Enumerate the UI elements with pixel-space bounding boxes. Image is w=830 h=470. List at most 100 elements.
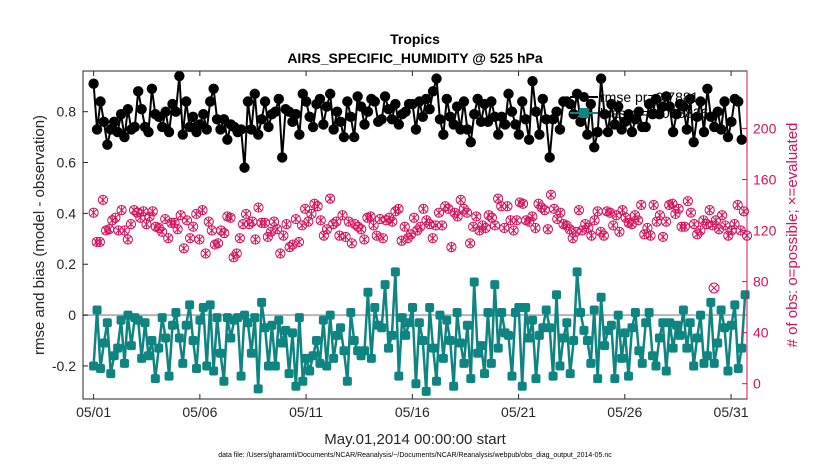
bias-point <box>284 369 294 379</box>
bias-point <box>425 302 435 312</box>
obs-evaluated-point <box>463 208 471 218</box>
rmse-point <box>486 96 497 107</box>
obs-evaluated-point <box>593 206 602 216</box>
rmse-point <box>170 106 182 117</box>
bias-point <box>699 358 709 368</box>
obs-possible-point <box>676 221 687 232</box>
obs-possible-point <box>477 220 488 231</box>
obs-possible-point <box>315 215 326 226</box>
rmse-point <box>95 96 106 107</box>
obs-possible-point <box>191 208 202 220</box>
obs-possible-point <box>188 221 199 232</box>
obs-evaluated-point <box>117 205 126 215</box>
obs-possible-point <box>122 234 133 245</box>
obs-evaluated-point <box>189 222 198 232</box>
bias-point <box>610 374 620 384</box>
obs-possible-point <box>346 238 357 249</box>
obs-evaluated-point <box>699 215 708 225</box>
obs-possible-point <box>446 242 457 253</box>
obs-evaluated-point <box>263 232 272 242</box>
bias-point <box>202 361 212 371</box>
bias-point <box>486 358 496 368</box>
obs-evaluated-point <box>627 219 636 229</box>
bias-point <box>260 323 270 333</box>
rmse-point <box>678 101 689 112</box>
obs-evaluated-point <box>534 199 543 209</box>
obs-possible-point <box>309 198 320 209</box>
rmse-point <box>390 98 401 110</box>
obs-evaluated-point <box>444 204 453 214</box>
obs-possible-point <box>421 215 432 226</box>
obs-evaluated-point <box>369 221 378 230</box>
rmse-point <box>187 111 199 122</box>
bias-point <box>366 353 376 363</box>
obs-evaluated-point <box>335 231 344 241</box>
obs-evaluated-point <box>385 213 394 223</box>
obs-evaluated-point <box>419 204 428 214</box>
bias-point <box>281 325 291 335</box>
obs-possible-point <box>440 201 451 212</box>
rmse-point <box>253 129 264 140</box>
rmse-point <box>108 116 120 128</box>
bias-point <box>600 341 610 351</box>
obs-possible-point <box>710 215 721 226</box>
obs-possible-point <box>595 226 606 237</box>
rmse-point <box>249 88 260 100</box>
y-axis-right-label: # of obs: o=possible; ×=evaluated <box>784 123 801 348</box>
bias-point <box>548 371 558 381</box>
rmse-point <box>719 96 730 107</box>
bias-point <box>613 310 623 320</box>
rmse-point <box>338 131 350 143</box>
bias-point <box>387 330 397 340</box>
bias-point <box>325 310 335 320</box>
rmse-point <box>726 116 737 128</box>
obs-evaluated-point <box>242 209 251 219</box>
y-tick-label-right: 80 <box>753 274 769 290</box>
obs-evaluated-point <box>291 214 300 224</box>
rmse-point <box>369 96 380 107</box>
bias-point <box>682 343 692 353</box>
obs-possible-point <box>402 233 413 244</box>
bias-point <box>558 333 568 343</box>
rmse-point <box>325 88 336 100</box>
bias-point <box>116 315 126 325</box>
obs-evaluated-point <box>606 208 615 218</box>
obs-evaluated-point <box>618 205 627 215</box>
obs-evaluated-point <box>239 219 247 229</box>
obs-evaluated-point <box>587 231 596 241</box>
obs-possible-point <box>237 219 249 230</box>
bias-point <box>257 297 267 307</box>
bias-point <box>181 320 191 330</box>
rmse-point <box>215 124 226 135</box>
bias-point <box>164 371 174 381</box>
obs-possible-point <box>110 212 121 223</box>
rmse-point <box>534 129 545 140</box>
y-axis-right: 0 40 80 120 160 200 <box>742 71 777 399</box>
obs-evaluated-point <box>114 226 123 235</box>
rmse-point <box>359 119 370 130</box>
bias-point <box>294 313 304 323</box>
bias-point <box>730 300 740 310</box>
legend-bias-label: bias pr=0.083836 <box>600 105 709 121</box>
obs-evaluated-point <box>120 226 129 235</box>
rmse-point <box>242 96 254 107</box>
bias-point <box>521 302 531 312</box>
obs-possible-point <box>359 234 370 245</box>
obs-evaluated-point <box>649 200 658 210</box>
x-axis: 05/01 05/06 05/11 05/16 05/21 05/26 05/31 <box>76 71 749 420</box>
obs-possible-point <box>598 230 609 241</box>
bias-point <box>414 318 424 328</box>
rmse-point <box>321 101 332 112</box>
obs-evaluated-point <box>123 235 132 244</box>
x-tick-label: 05/26 <box>607 404 642 420</box>
obs-possible-point <box>175 210 186 221</box>
rmse-point <box>506 106 518 117</box>
obs-possible-point <box>608 220 619 231</box>
rmse-point <box>410 124 422 135</box>
obs-possible-point <box>390 206 401 217</box>
obs-evaluated-point <box>111 213 120 223</box>
obs-evaluated-point <box>127 219 135 229</box>
obs-evaluated-point <box>304 217 313 226</box>
obs-possible-point <box>116 205 127 216</box>
obs-possible-point <box>113 225 124 236</box>
